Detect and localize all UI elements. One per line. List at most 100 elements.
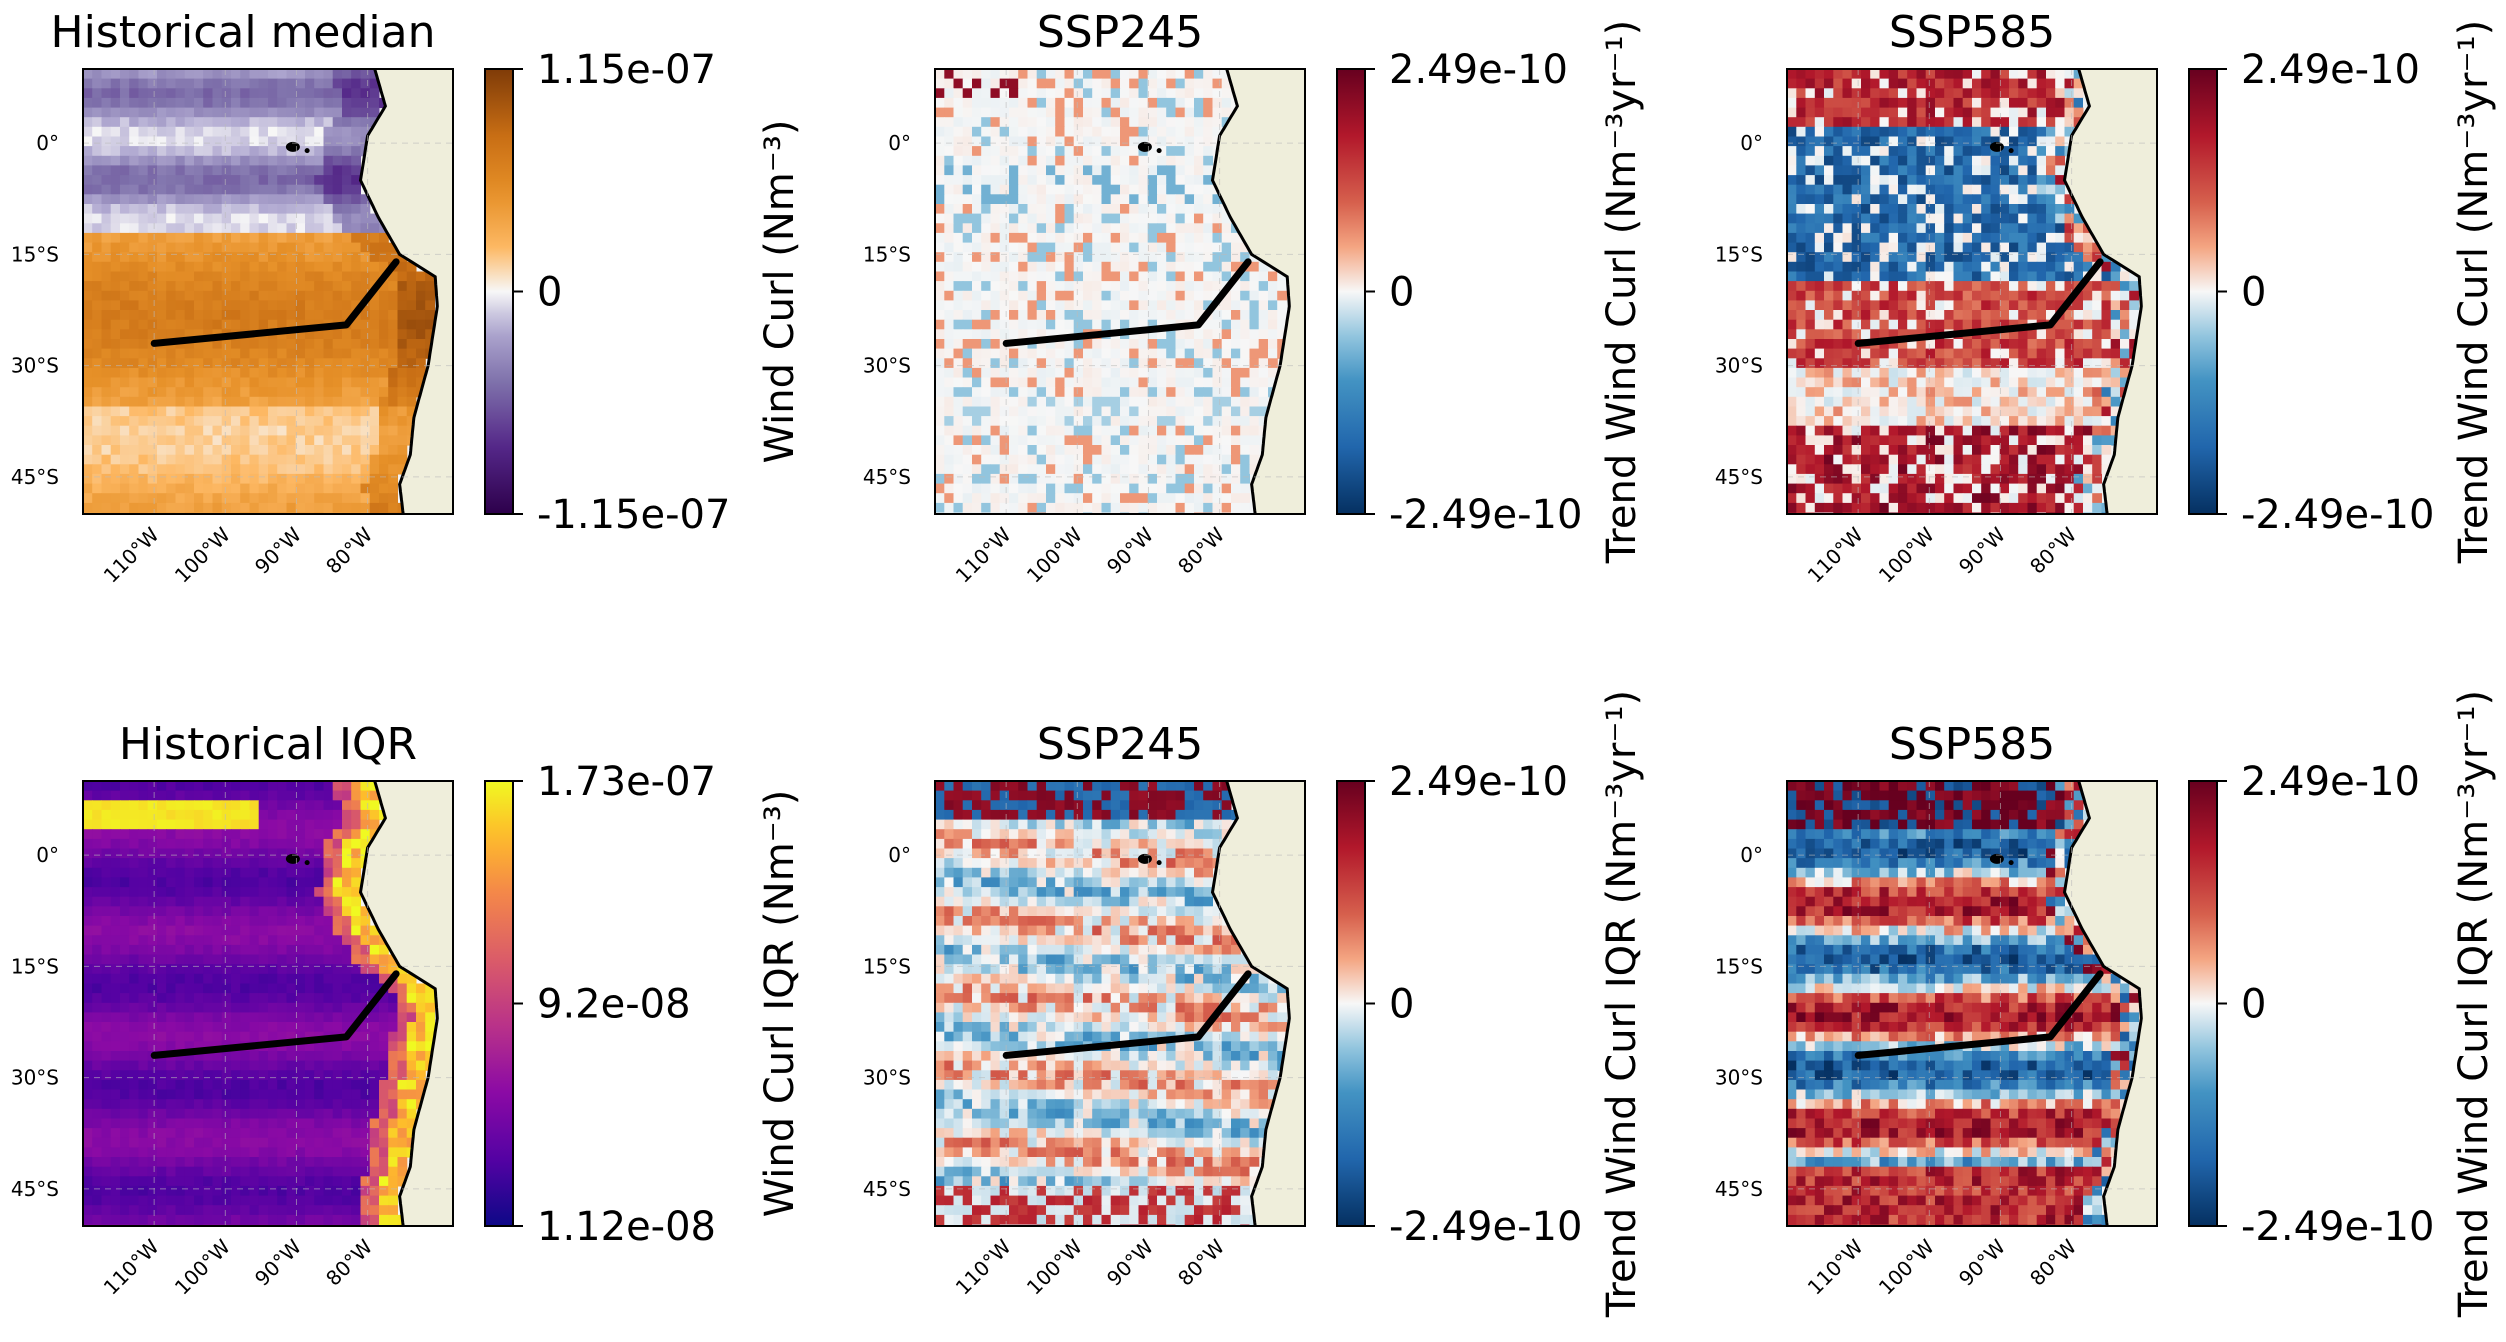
heatmap-cell xyxy=(379,445,389,456)
heatmap-cell xyxy=(1175,213,1186,224)
heatmap-cell xyxy=(1907,396,1917,407)
heatmap-cell xyxy=(999,377,1010,388)
heatmap-cell xyxy=(1925,435,1936,446)
heatmap-cell xyxy=(314,146,324,157)
heatmap-cell xyxy=(138,97,149,109)
heatmap-cell xyxy=(286,117,297,128)
heatmap-cell xyxy=(1833,165,1844,176)
heatmap-cell xyxy=(1888,175,1899,186)
heatmap-cell xyxy=(1147,290,1158,301)
heatmap-cell xyxy=(1796,329,1807,340)
heatmap-cell xyxy=(1814,232,1825,244)
heatmap-cell xyxy=(110,319,121,330)
heatmap-cell xyxy=(120,184,130,195)
heatmap-cell xyxy=(286,136,297,147)
heatmap-cell xyxy=(1268,290,1278,301)
heatmap-cell xyxy=(1203,329,1213,340)
heatmap-cell xyxy=(990,223,1001,234)
heatmap-cell xyxy=(120,194,130,205)
heatmap-cell xyxy=(1147,435,1158,446)
heatmap-cell xyxy=(212,223,223,234)
heatmap-cell xyxy=(1129,406,1139,417)
heatmap-cell xyxy=(1055,310,1065,321)
heatmap-cell xyxy=(351,454,361,465)
heatmap-cell xyxy=(1824,165,1834,176)
heatmap-cell xyxy=(1972,136,1982,147)
heatmap-cell xyxy=(323,445,334,456)
heatmap-cell xyxy=(999,483,1010,494)
heatmap-cell xyxy=(379,310,389,321)
heatmap-cell xyxy=(1833,88,1844,99)
heatmap-cell xyxy=(1962,473,1973,485)
heatmap-cell xyxy=(1916,107,1927,118)
heatmap-cell xyxy=(990,358,1001,369)
heatmap-cell xyxy=(258,252,269,263)
heatmap-cell xyxy=(2009,165,2019,176)
heatmap-cell xyxy=(120,204,130,215)
heatmap-cell xyxy=(990,319,1001,330)
heatmap-cell xyxy=(110,213,121,224)
heatmap-cell xyxy=(120,396,130,407)
heatmap-cell xyxy=(981,242,991,253)
heatmap-cell xyxy=(101,464,112,475)
heatmap-cell xyxy=(147,319,158,330)
heatmap-cell xyxy=(2018,194,2028,205)
heatmap-cell xyxy=(1990,165,2001,176)
heatmap-cell xyxy=(2055,261,2065,272)
heatmap-cell xyxy=(258,261,269,272)
heatmap-cell xyxy=(2064,319,2075,330)
heatmap-cell xyxy=(1879,406,1890,417)
heatmap-cell xyxy=(1870,435,1880,446)
heatmap-cell xyxy=(944,425,955,436)
heatmap-cell xyxy=(990,473,1001,485)
heatmap-cell xyxy=(1861,213,1871,224)
heatmap-cell xyxy=(1833,232,1844,244)
heatmap-cell xyxy=(2120,300,2130,311)
heatmap-cell xyxy=(1842,435,1853,446)
heatmap-cell xyxy=(2046,435,2056,446)
heatmap-cell xyxy=(1203,435,1213,446)
heatmap-cell xyxy=(1064,319,1075,330)
heatmap-cell xyxy=(1824,454,1834,465)
heatmap-cell xyxy=(2036,175,2047,186)
heatmap-cell xyxy=(1787,454,1797,465)
heatmap-cell xyxy=(1027,204,1038,215)
heatmap-cell xyxy=(2083,425,2093,436)
heatmap-cell xyxy=(369,78,380,89)
heatmap-cell xyxy=(184,425,195,436)
heatmap-cell xyxy=(1851,107,1862,118)
heatmap-cell xyxy=(1787,406,1797,417)
heatmap-cell xyxy=(203,213,213,224)
heatmap-cell xyxy=(1925,483,1936,494)
heatmap-cell xyxy=(203,204,213,215)
coastline xyxy=(358,69,439,514)
heatmap-cell xyxy=(1046,445,1056,456)
heatmap-cell xyxy=(1055,348,1065,359)
heatmap-cell xyxy=(1814,406,1825,417)
heatmap-cell xyxy=(953,146,964,157)
heatmap-cell xyxy=(332,387,343,398)
heatmap-cell xyxy=(342,473,352,485)
heatmap-cell xyxy=(962,377,973,388)
heatmap-cell xyxy=(1787,136,1797,147)
heatmap-cell xyxy=(120,435,130,446)
heatmap-cell xyxy=(416,319,426,330)
heatmap-cell xyxy=(1212,425,1223,436)
heatmap-cell xyxy=(935,445,945,456)
heatmap-cell xyxy=(1861,271,1871,282)
heatmap-cell xyxy=(2046,416,2056,427)
heatmap-cell xyxy=(1916,223,1927,234)
heatmap-cell xyxy=(1824,339,1834,350)
heatmap-cell xyxy=(416,329,426,340)
heatmap-cell xyxy=(1138,367,1149,379)
heatmap-cell xyxy=(1814,348,1825,359)
heatmap-cell xyxy=(1184,223,1195,234)
heatmap-cell xyxy=(92,435,102,446)
heatmap-cell xyxy=(1981,232,1991,244)
heatmap-cell xyxy=(1046,107,1056,118)
heatmap-cell xyxy=(1073,194,1084,205)
heatmap-cell xyxy=(212,78,223,89)
heatmap-cell xyxy=(1120,281,1130,292)
heatmap-cell xyxy=(342,300,352,311)
heatmap-cell xyxy=(1879,78,1890,89)
